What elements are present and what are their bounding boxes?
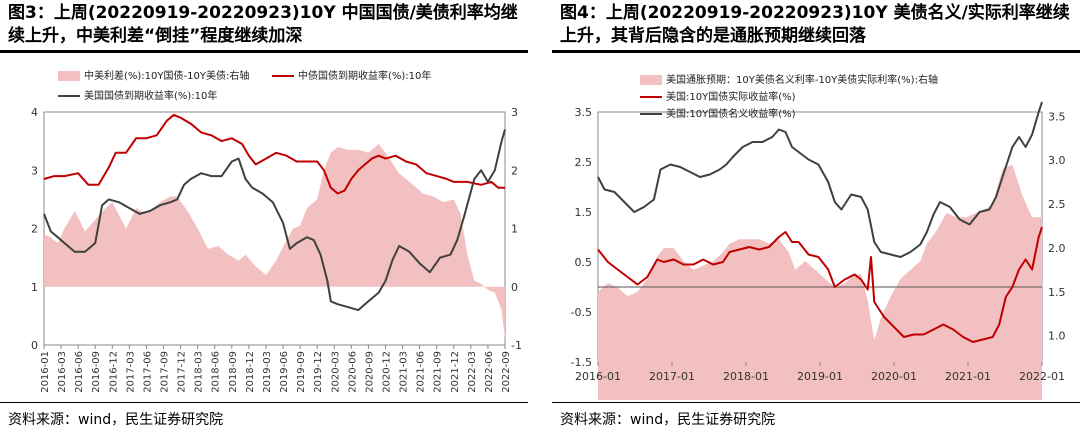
legend-label-1: 中债国债到期收益率(%):10年 xyxy=(298,69,431,82)
x-tick-label: 2018-03 xyxy=(194,351,205,393)
source-rule-2 xyxy=(552,402,1080,403)
source-note-1: 资料来源：wind，民生证券研究院 xyxy=(8,412,224,428)
y-left-tick-label: 3 xyxy=(31,164,38,177)
y-right-tick-label: 3.5 xyxy=(1048,110,1066,123)
x-tick-label: 2020-09 xyxy=(364,351,375,393)
chart-svg-2: -1.5 -0.5 0.5 1.5 2.5 3.5 1.0 1.5 2.0 2.5 3.0 3.5 20… xyxy=(571,73,1066,400)
chart-panel-2: 图4：上周(20220919-20220923)10Y 美债名义/实际利率继续上… xyxy=(552,0,1080,433)
x-tick-label: 2016-01 xyxy=(575,370,621,383)
x-tick-label: 2016-09 xyxy=(91,351,102,393)
x-tick-label: 2019-06 xyxy=(279,351,290,393)
x-tick-label: 2018-12 xyxy=(245,351,256,393)
x-tick-label: 2018-01 xyxy=(723,370,769,383)
y-left-tick-label: 1 xyxy=(31,281,38,294)
series-line-2 xyxy=(597,101,1043,258)
y-right-tick-label: 2.5 xyxy=(1048,198,1066,211)
x-tick-label: 2021-01 xyxy=(945,370,991,383)
x-tick-label: 2020-03 xyxy=(330,351,341,393)
title-rule-2 xyxy=(552,50,1080,53)
series-area-0 xyxy=(598,164,1042,400)
x-tick-label: 2022-03 xyxy=(467,351,478,393)
x-tick-label: 2019-01 xyxy=(797,370,843,383)
x-tick-label: 2021-06 xyxy=(416,351,427,393)
x-tick-label: 2022-09 xyxy=(501,351,512,393)
chart-title-2: 图4：上周(20220919-20220923)10Y 美债名义/实际利率继续上… xyxy=(560,3,1070,46)
series-line-1 xyxy=(43,113,505,195)
legend-swatch-0 xyxy=(58,71,80,81)
chart-svg-1: 0 1 2 3 4 -1 0 1 2 3 2016-01 2016-03 2016-06 2016-09 2… xyxy=(31,69,522,393)
y-left-tick-label: 4 xyxy=(31,106,38,119)
legend-label-0: 美国通胀预期：10Y美债名义利率-10Y美债实际利率(%):右轴 xyxy=(666,73,938,86)
legend-label-1: 美国:10Y国债实际收益率(%) xyxy=(666,90,796,103)
y-left-tick-label: -1.5 xyxy=(571,356,592,369)
x-tick-label: 2017-03 xyxy=(125,351,136,393)
y-left-tick-label: 0.5 xyxy=(575,256,593,269)
x-tick-label: 2016-01 xyxy=(40,351,51,393)
x-tick-label: 2017-12 xyxy=(177,351,188,393)
x-tick-label: 2017-06 xyxy=(142,351,153,393)
x-tick-label: 2022-01 xyxy=(1019,370,1065,383)
y-left-tick-label: -0.5 xyxy=(571,306,592,319)
source-rule-1 xyxy=(0,402,528,403)
y-right-tick-label: 2.0 xyxy=(1048,242,1066,255)
title-rule-1 xyxy=(0,50,528,53)
plot-frame xyxy=(43,111,506,346)
x-tick-label: 2017-01 xyxy=(649,370,695,383)
x-tick-label: 2021-09 xyxy=(433,351,444,393)
x-tick-label: 2019-09 xyxy=(296,351,307,393)
series-area-0 xyxy=(44,144,505,340)
x-tick-label: 2020-12 xyxy=(381,351,392,393)
y-left-tick-label: 3.5 xyxy=(575,106,593,119)
y-right-tick-label: 0 xyxy=(511,281,518,294)
series-line-2 xyxy=(43,129,506,312)
legend-label-2: 美国:10Y国债名义收益率(%) xyxy=(666,107,796,120)
y-right-tick-label: 3 xyxy=(511,106,518,119)
series-line-1 xyxy=(597,226,1043,343)
x-tick-label: 2020-06 xyxy=(347,351,358,393)
x-tick-label: 2018-09 xyxy=(228,351,239,393)
y-right-tick-label: 1.5 xyxy=(1048,286,1066,299)
y-left-tick-label: 0 xyxy=(31,339,38,352)
x-tick-label: 2020-01 xyxy=(871,370,917,383)
legend-label-0: 中美利差(%):10Y国债-10Y美债:右轴 xyxy=(84,69,249,82)
chart-panel-1: 图3：上周(20220919-20220923)10Y 中国国债/美债利率均继续… xyxy=(0,0,528,433)
source-note-2: 资料来源：wind，民生证券研究院 xyxy=(560,412,776,428)
x-tick-label: 2019-03 xyxy=(262,351,273,393)
x-tick-label: 2021-03 xyxy=(399,351,410,393)
y-right-tick-label: 3.0 xyxy=(1048,154,1066,167)
y-left-tick-label: 2 xyxy=(31,223,38,236)
legend-label-2: 美国国债到期收益率(%):10年 xyxy=(84,89,217,102)
x-tick-label: 2017-09 xyxy=(160,351,171,393)
x-tick-label: 2019-12 xyxy=(313,351,324,393)
y-right-tick-label: 1.0 xyxy=(1048,330,1066,343)
x-tick-label: 2016-03 xyxy=(57,351,68,393)
y-right-tick-label: 1 xyxy=(511,223,518,236)
x-tick-label: 2018-06 xyxy=(211,351,222,393)
y-right-tick-label: 2 xyxy=(511,164,518,177)
y-left-tick-label: 1.5 xyxy=(575,206,593,219)
chart-title-1: 图3：上周(20220919-20220923)10Y 中国国债/美债利率均继续… xyxy=(8,3,518,46)
y-right-tick-label: -1 xyxy=(511,339,522,352)
y-left-tick-label: 2.5 xyxy=(575,156,593,169)
x-tick-label: 2016-12 xyxy=(108,351,119,393)
x-tick-label: 2021-12 xyxy=(450,351,461,393)
legend-swatch-0 xyxy=(640,75,662,85)
x-tick-label: 2016-06 xyxy=(74,351,85,393)
x-tick-label: 2022-06 xyxy=(484,351,495,393)
